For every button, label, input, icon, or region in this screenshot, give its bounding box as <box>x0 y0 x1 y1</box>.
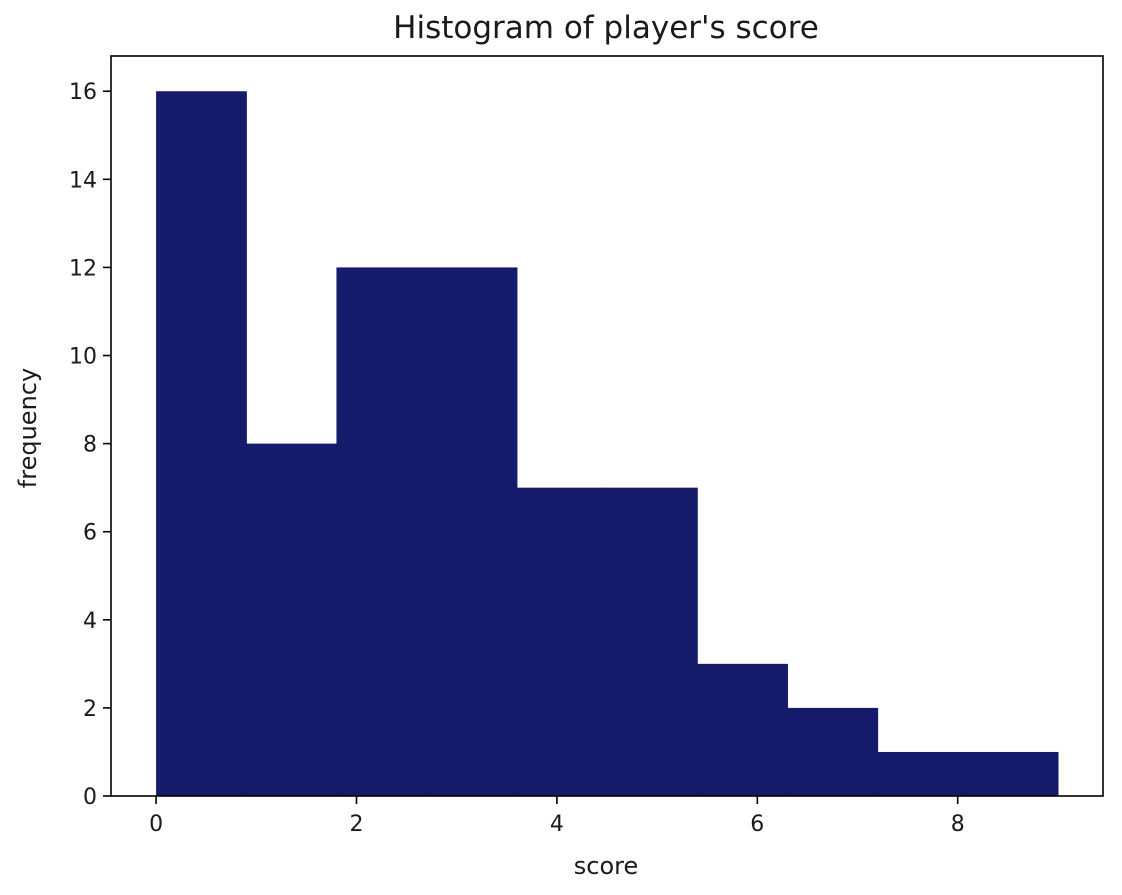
y-tick-label: 6 <box>83 521 97 546</box>
x-tick-label: 4 <box>550 812 564 837</box>
x-axis-label: score <box>574 852 639 880</box>
y-axis-ticks: 0 2 4 6 8 10 12 14 16 <box>69 80 111 810</box>
y-tick-label: 14 <box>69 168 97 193</box>
y-axis-label: frequency <box>14 368 42 488</box>
histogram-bar <box>516 487 608 796</box>
histogram-bar <box>607 487 698 796</box>
plot-frame <box>110 55 1104 797</box>
histogram-bar <box>697 663 788 796</box>
x-tick-label: 2 <box>349 812 363 837</box>
y-tick-label: 2 <box>83 697 97 722</box>
chart-title: Histogram of player's score <box>393 10 819 46</box>
y-tick-label: 8 <box>83 433 97 458</box>
x-tick-label: 8 <box>951 812 965 837</box>
x-axis-ticks: 0 2 4 6 8 <box>149 796 965 837</box>
histogram-bar <box>156 91 247 796</box>
x-tick-label: 0 <box>149 812 163 837</box>
y-tick-label: 10 <box>69 345 97 370</box>
y-tick-label: 12 <box>69 256 97 281</box>
histogram-bar <box>246 443 338 796</box>
histogram-bar <box>967 751 1059 796</box>
y-tick-label: 0 <box>83 785 97 810</box>
histogram-bar <box>336 267 428 796</box>
y-tick-label: 16 <box>69 80 97 105</box>
histogram-bar <box>787 707 879 796</box>
histogram-bar <box>426 267 518 796</box>
histogram-bar <box>877 751 969 796</box>
x-tick-label: 6 <box>750 812 764 837</box>
bars-group <box>156 91 1059 796</box>
y-tick-label: 4 <box>83 609 97 634</box>
